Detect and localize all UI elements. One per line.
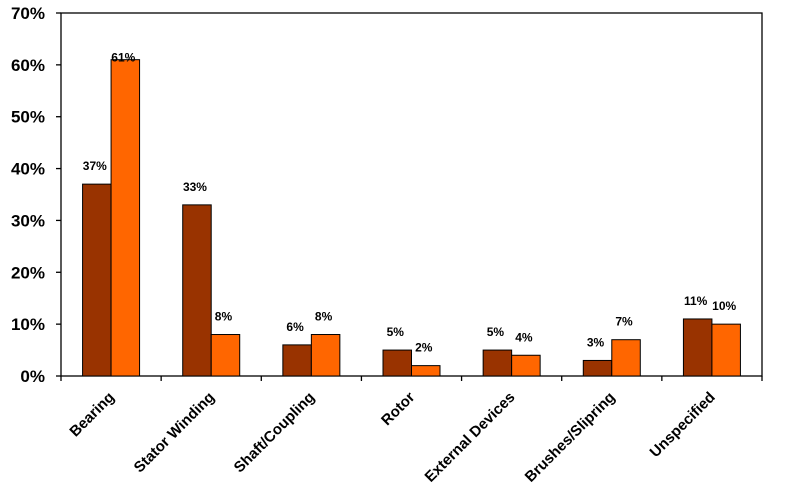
- x-tick-label: Stator Winding: [131, 389, 218, 476]
- data-label: 6%: [286, 320, 304, 334]
- x-axis: Bearing Stator Winding Shaft/Coupling Rotor…: [60, 376, 763, 486]
- bar: [282, 344, 312, 377]
- x-tick-label: Unspecified: [647, 389, 719, 461]
- bars: 37% 61% 33% 8% 6% 8% 5% 2% 5% 4% 3% 7% 11% 10%: [82, 51, 741, 377]
- x-tick-label: Shaft/Coupling: [231, 389, 318, 476]
- y-tick-label: 70%: [11, 4, 45, 23]
- data-label: 2%: [415, 341, 433, 355]
- bar: [711, 323, 741, 377]
- data-label: 5%: [387, 325, 405, 339]
- data-label: 5%: [487, 325, 505, 339]
- data-label: 7%: [615, 315, 633, 329]
- bar: [482, 349, 513, 377]
- x-tick-label: External Devices: [422, 389, 519, 486]
- data-label: 37%: [83, 159, 107, 173]
- bar: [210, 334, 241, 377]
- bar: [82, 183, 112, 377]
- y-tick-label: 10%: [11, 315, 45, 334]
- bar: [182, 204, 212, 377]
- data-label: 8%: [315, 310, 333, 324]
- data-label: 4%: [515, 330, 533, 344]
- y-tick-label: 30%: [11, 211, 45, 230]
- plot-border: [60, 12, 763, 377]
- y-axis: 0% 10% 20% 30% 40% 50% 60% 70%: [11, 4, 61, 386]
- plot-area: [60, 12, 763, 377]
- data-label: 8%: [215, 310, 233, 324]
- y-tick-label: 0%: [20, 367, 45, 386]
- bar: [611, 339, 641, 377]
- y-tick-label: 40%: [11, 160, 45, 179]
- y-tick-label: 60%: [11, 56, 45, 75]
- data-label: 11%: [684, 294, 708, 308]
- bar: [411, 365, 441, 377]
- x-tick-label: Brushes/Slipring: [522, 389, 619, 486]
- bar: [682, 318, 713, 377]
- bar: [110, 59, 141, 377]
- bar: [382, 349, 412, 377]
- x-tick-label: Bearing: [66, 389, 118, 441]
- x-tick-label: Rotor: [378, 389, 418, 429]
- bar: [511, 354, 541, 377]
- bar: [310, 334, 341, 377]
- y-tick-label: 50%: [11, 108, 45, 127]
- data-label: 61%: [111, 51, 135, 65]
- data-label: 3%: [587, 335, 605, 349]
- bar: [582, 359, 613, 377]
- data-label: 33%: [183, 180, 207, 194]
- data-label: 10%: [712, 299, 736, 313]
- y-tick-label: 20%: [11, 263, 45, 282]
